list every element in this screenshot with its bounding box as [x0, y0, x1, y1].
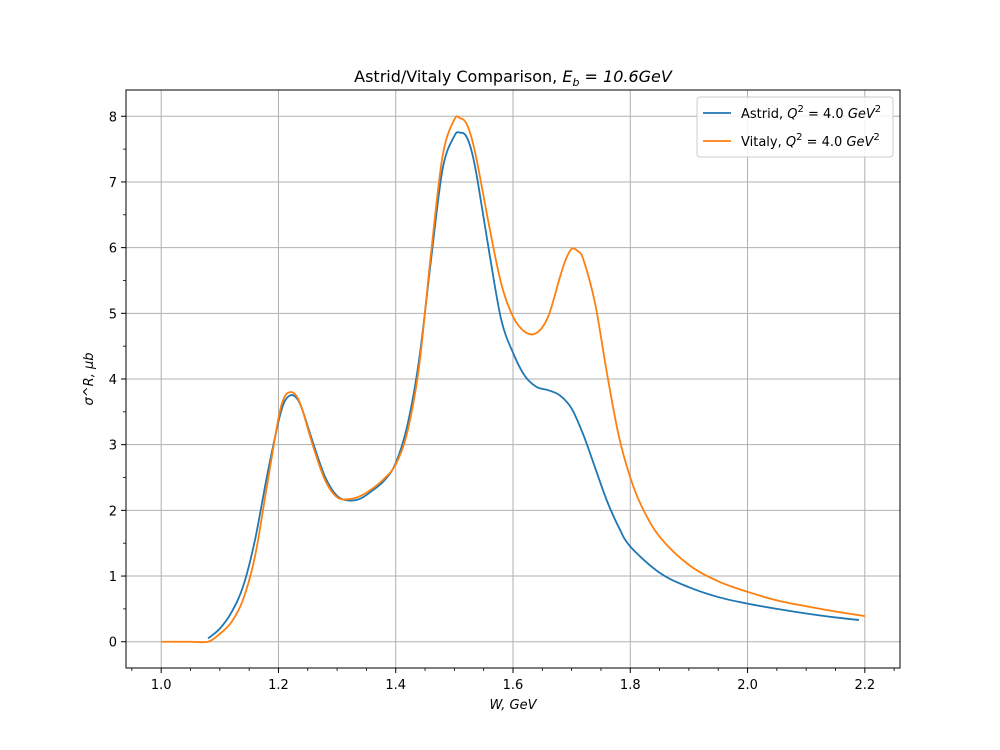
ticks: 1.0 1.2 1.4 1.6 1.8 2.0 2.2 0 1 2 3 4 5 6 7 8: [109, 110, 895, 693]
series-line-vitaly: [161, 115, 865, 644]
x-axis-label: W, GeV: [489, 698, 537, 713]
y-tick-label: 6: [109, 242, 117, 257]
x-tick-label: 1.2: [268, 678, 289, 693]
x-tick-label: 2.2: [854, 678, 875, 693]
legend-label: Astrid, Q2 = 4.0 GeV2: [741, 104, 881, 122]
x-tick-label: 1.0: [151, 678, 172, 693]
y-tick-label: 0: [109, 636, 117, 651]
y-tick-label: 7: [109, 176, 117, 191]
legend-box: [696, 96, 894, 158]
x-tick-label: 1.4: [385, 678, 406, 693]
series-line-astrid: [207, 131, 860, 640]
y-tick-label: 3: [109, 439, 117, 454]
y-tick-label: 2: [109, 504, 117, 519]
legend: Astrid, Q2 = 4.0 GeV2 Vitaly, Q2 = 4.0 Ge…: [696, 96, 894, 158]
x-tick-label: 1.6: [503, 678, 524, 693]
y-tick-label: 1: [109, 570, 117, 585]
series-layer: [161, 115, 865, 644]
grid: [126, 90, 900, 668]
legend-label: Vitaly, Q2 = 4.0 GeV2: [741, 132, 880, 150]
x-tick-label: 2.0: [737, 678, 758, 693]
y-tick-label: 5: [109, 307, 117, 322]
y-tick-label: 8: [109, 110, 117, 125]
chart-title: Astrid/Vitaly Comparison, Eb = 10.6GeV: [354, 67, 673, 89]
y-tick-label: 4: [109, 373, 117, 388]
y-axis-label: σ^R, μb: [82, 353, 97, 406]
x-tick-label: 1.8: [620, 678, 641, 693]
